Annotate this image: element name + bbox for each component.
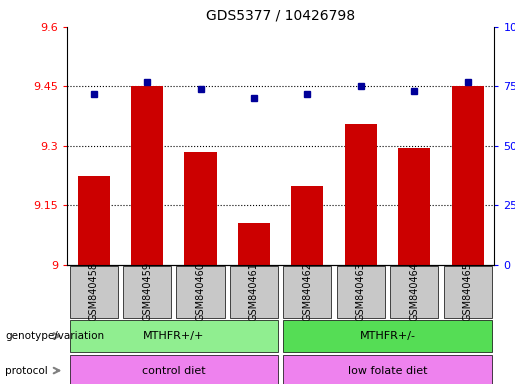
Text: low folate diet: low folate diet <box>348 366 427 376</box>
Bar <box>283 355 492 384</box>
Bar <box>283 266 332 318</box>
Bar <box>398 148 430 265</box>
Text: GSM840458: GSM840458 <box>89 262 99 321</box>
Text: GSM840459: GSM840459 <box>142 262 152 321</box>
Bar <box>70 266 118 318</box>
Bar <box>291 185 323 265</box>
Bar <box>123 266 171 318</box>
Bar <box>283 320 492 352</box>
Text: GSM840464: GSM840464 <box>409 262 419 321</box>
Text: MTHFR+/+: MTHFR+/+ <box>143 331 204 341</box>
Text: GSM840461: GSM840461 <box>249 262 259 321</box>
Bar <box>131 86 163 265</box>
Bar <box>345 124 377 265</box>
Text: protocol: protocol <box>5 366 48 376</box>
Bar <box>177 266 225 318</box>
Bar <box>78 176 110 265</box>
Bar <box>452 86 484 265</box>
Text: GSM840460: GSM840460 <box>196 262 205 321</box>
Text: MTHFR+/-: MTHFR+/- <box>359 331 416 341</box>
Text: genotype/variation: genotype/variation <box>5 331 104 341</box>
Bar <box>70 320 278 352</box>
Bar <box>230 266 278 318</box>
Bar <box>337 266 385 318</box>
Text: GSM840465: GSM840465 <box>462 262 473 321</box>
Title: GDS5377 / 10426798: GDS5377 / 10426798 <box>206 9 355 23</box>
Text: control diet: control diet <box>142 366 205 376</box>
Text: GSM840463: GSM840463 <box>356 262 366 321</box>
Bar <box>390 266 438 318</box>
Bar <box>184 152 216 265</box>
Bar <box>238 223 270 265</box>
Text: GSM840462: GSM840462 <box>302 262 313 321</box>
Bar <box>70 355 278 384</box>
Bar <box>443 266 492 318</box>
